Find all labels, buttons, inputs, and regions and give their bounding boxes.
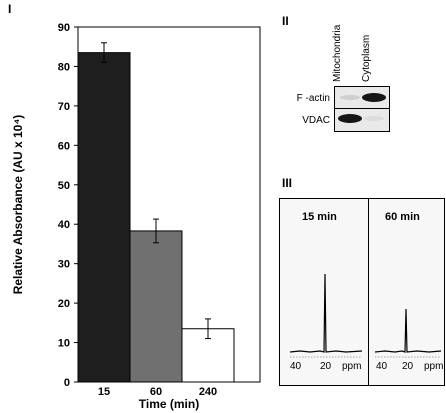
nmr-tick-40-a: 40	[290, 361, 302, 372]
nmr-tick-ppm-b: ppm	[424, 361, 444, 372]
y-tick-label-0: 0	[64, 377, 70, 389]
nmr-tick-20-a: 20	[320, 361, 332, 372]
y-tick-label-70: 70	[58, 101, 70, 113]
y-tick-label-30: 30	[58, 259, 70, 271]
y-axis-label: Relative Absorbance (AU x 10⁴)	[11, 115, 25, 295]
blot-column-label-cytoplasm: Cytoplasm	[361, 34, 372, 82]
panel-label-blot: II	[282, 14, 289, 28]
y-tick-label-90: 90	[58, 22, 70, 34]
y-tick-label-50: 50	[58, 180, 70, 192]
nmr-spectrum-15min	[289, 273, 363, 358]
blot-divider	[335, 108, 389, 109]
band-vdac-mitochondria	[338, 114, 362, 123]
band-factin-mitochondria	[340, 95, 360, 100]
nmr-tick-20-b: 20	[402, 361, 414, 372]
band-vdac-cytoplasm	[364, 116, 384, 121]
band-factin-cytoplasm	[362, 93, 386, 102]
nmr-title-15min: 15 min	[302, 211, 337, 223]
blot-row-label-factin: F -actin	[296, 93, 330, 104]
nmr-title-60min: 60 min	[385, 211, 420, 223]
nmr-tick-40-b: 40	[376, 361, 388, 372]
nmr-panel: 15 min 60 min 40 20 ppm 40 20 ppm	[279, 198, 445, 386]
x-tick-label-15: 15	[98, 386, 110, 398]
nmr-spectrum-60min	[374, 308, 442, 358]
panel-label-nmr: III	[282, 176, 293, 190]
nmr-separator	[368, 199, 369, 385]
western-blot	[334, 86, 390, 132]
y-tick-label-60: 60	[58, 140, 70, 152]
bar-60	[129, 230, 183, 383]
x-tick-label-60: 60	[150, 386, 162, 398]
y-tick-label-10: 10	[58, 338, 70, 350]
bar-15	[77, 52, 131, 383]
panel-label-chart: I	[8, 2, 12, 16]
x-tick-label-240: 240	[199, 386, 217, 398]
blot-row-label-vdac: VDAC	[302, 115, 330, 126]
x-axis-label: Time (min)	[139, 397, 199, 411]
nmr-tick-ppm-a: ppm	[342, 361, 362, 372]
y-tick-label-20: 20	[58, 298, 70, 310]
y-tick-label-40: 40	[58, 219, 70, 231]
blot-column-label-mitochondria: Mitochondria	[332, 24, 343, 82]
y-tick-label-80: 80	[58, 61, 70, 73]
